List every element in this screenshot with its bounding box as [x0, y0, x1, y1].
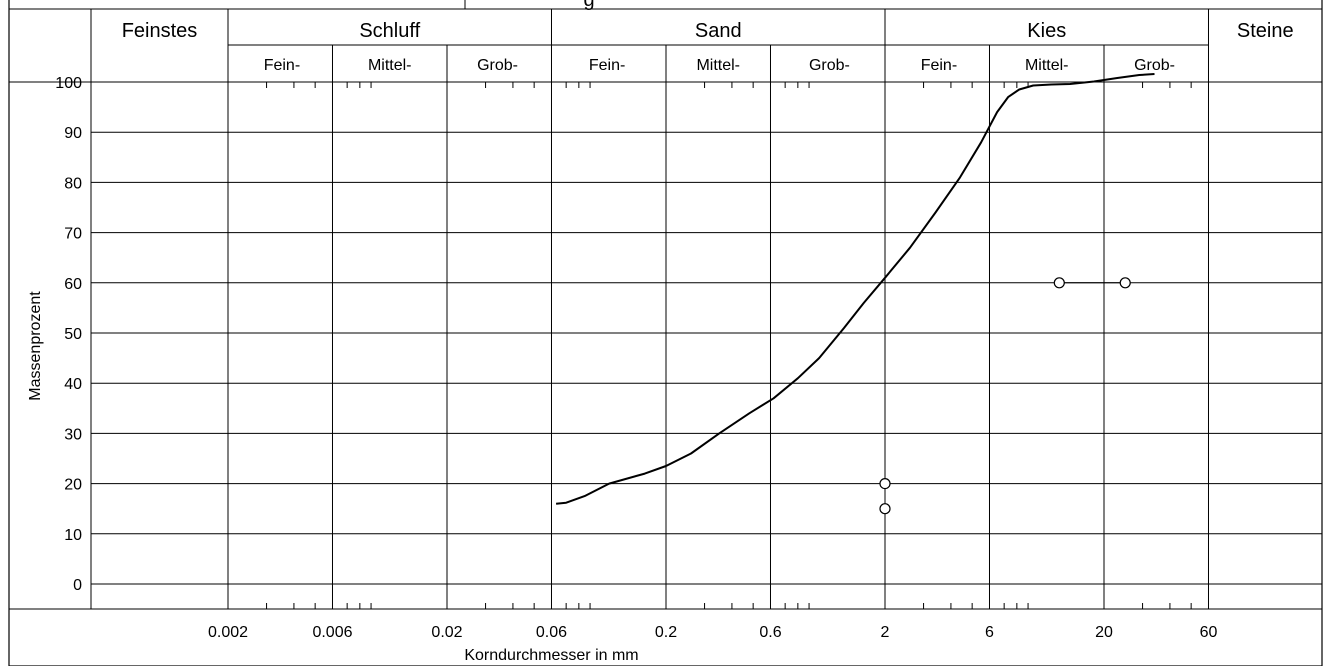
data-marker: [879, 503, 891, 515]
y-tick-label: 90: [64, 125, 82, 142]
y-tick-label: 60: [64, 276, 82, 293]
x-tick-label: 0.02: [431, 624, 462, 641]
y-tick-label: 10: [64, 527, 82, 544]
subgroup-label: Fein-: [921, 57, 957, 74]
y-tick-label: 30: [64, 426, 82, 443]
y-tick-label: 100: [55, 75, 82, 92]
x-tick-label: 20: [1095, 624, 1113, 641]
group-label-feinstes: Feinstes: [122, 20, 198, 42]
x-tick-label: 2: [881, 624, 890, 641]
header-partial-text: g: [583, 0, 594, 11]
y-axis-label: Massenprozent: [27, 291, 44, 401]
x-axis-label: Korndurchmesser in mm: [464, 647, 638, 664]
y-tick-label: 80: [64, 175, 82, 192]
group-label-steine: Steine: [1237, 20, 1294, 42]
subgroup-label: Grob-: [1134, 57, 1175, 74]
x-tick-label: 60: [1200, 624, 1218, 641]
subgroup-label: Mittel-: [1025, 57, 1069, 74]
subgroup-label: Grob-: [477, 57, 518, 74]
data-marker: [1119, 277, 1131, 289]
y-tick-label: 70: [64, 226, 82, 243]
x-tick-label: 0.06: [536, 624, 567, 641]
y-tick-label: 40: [64, 376, 82, 393]
subgroup-label: Mittel-: [696, 57, 740, 74]
group-label-schluff: Schluff: [359, 20, 420, 42]
y-tick-label: 0: [73, 577, 82, 594]
subgroup-label: Fein-: [589, 57, 625, 74]
x-tick-label: 6: [985, 624, 994, 641]
x-tick-label: 0.2: [655, 624, 677, 641]
x-tick-label: 0.002: [208, 624, 248, 641]
data-marker: [1053, 277, 1065, 289]
x-tick-label: 0.6: [759, 624, 781, 641]
subgroup-label: Fein-: [264, 57, 300, 74]
group-label-sand: Sand: [695, 20, 742, 42]
y-tick-label: 20: [64, 477, 82, 494]
subgroup-label: Mittel-: [368, 57, 412, 74]
group-label-kies: Kies: [1027, 20, 1066, 42]
x-tick-label: 0.006: [312, 624, 352, 641]
y-tick-label: 50: [64, 326, 82, 343]
grading-curve: [556, 73, 1155, 505]
data-marker: [879, 478, 891, 490]
subgroup-label: Grob-: [809, 57, 850, 74]
